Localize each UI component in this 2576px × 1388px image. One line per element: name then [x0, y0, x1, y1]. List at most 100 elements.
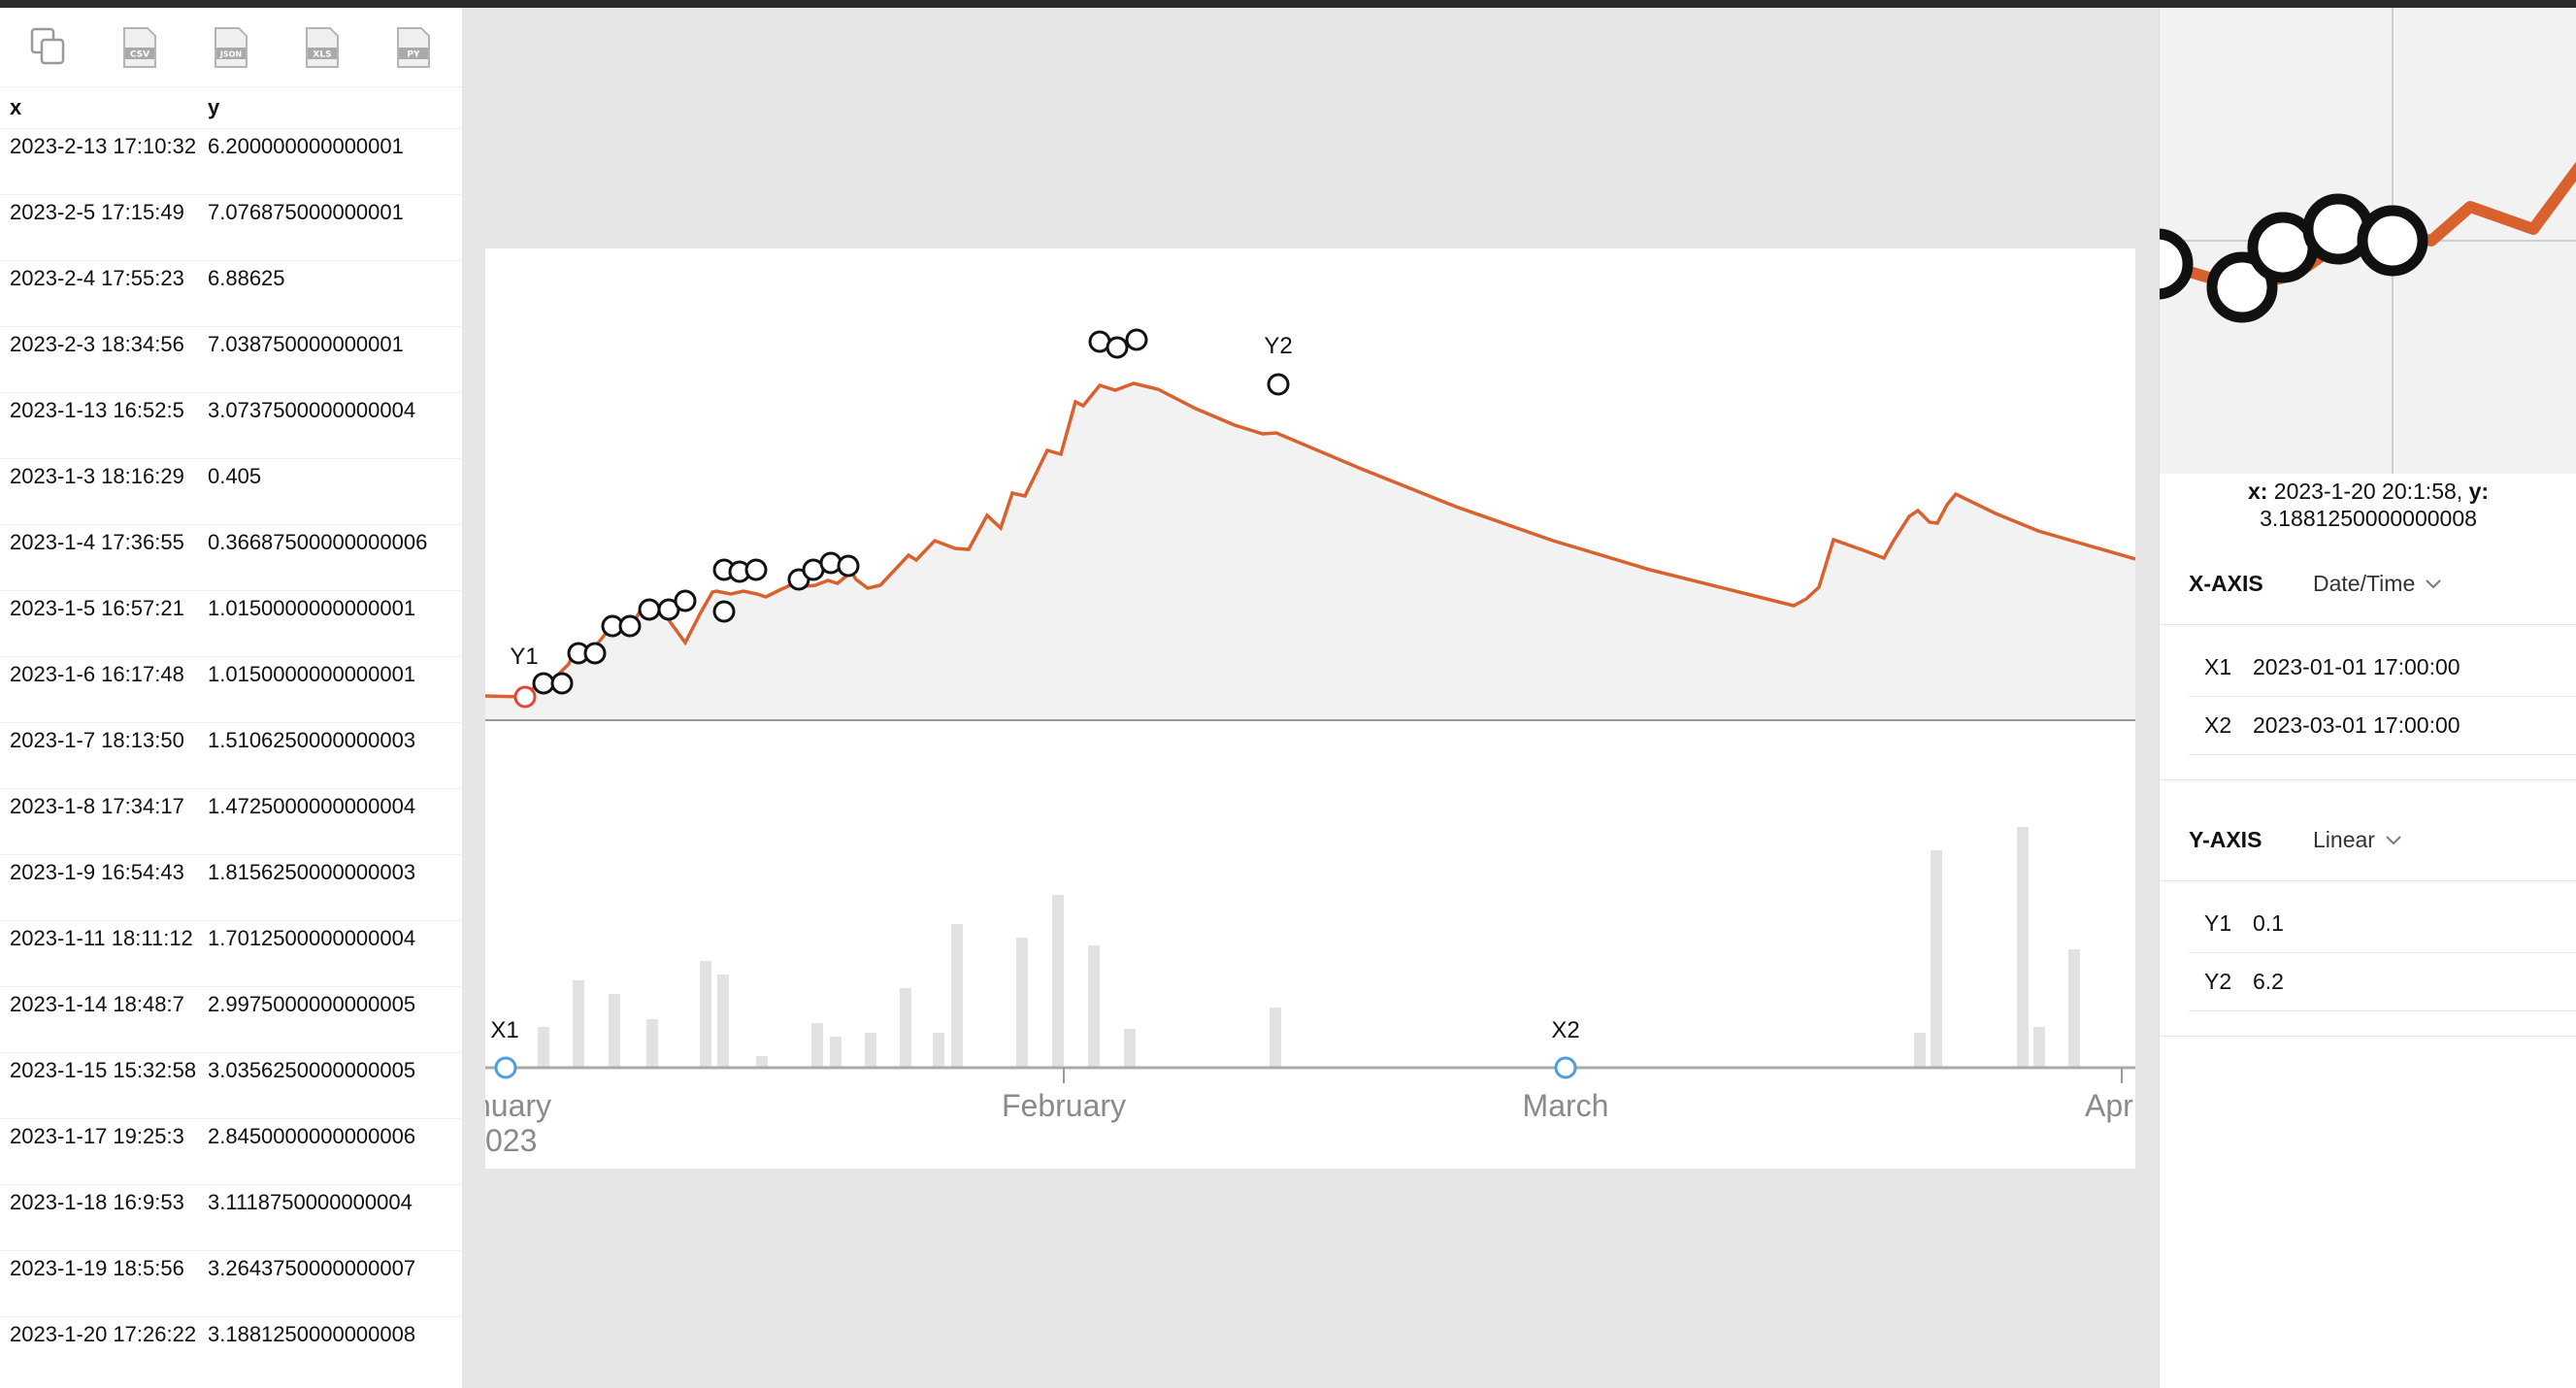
bar: [717, 975, 729, 1068]
py-badge: PY: [407, 50, 420, 59]
x2-field-label: X2: [2204, 712, 2232, 738]
export-csv-button[interactable]: CSV: [116, 24, 163, 71]
data-point[interactable]: [618, 614, 642, 638]
x2-field[interactable]: X2 2023-03-01 17:00:00: [2189, 697, 2576, 755]
table-row[interactable]: 2023-2-5 17:15:49 7.076875000000001: [0, 194, 462, 260]
data-point[interactable]: [744, 558, 768, 581]
bar: [573, 980, 584, 1068]
copy-button[interactable]: [25, 24, 72, 71]
json-file-icon: JSON: [215, 26, 248, 68]
table-row[interactable]: 2023-1-5 16:57:21 1.0150000000000001: [0, 590, 462, 656]
export-json-button[interactable]: JSON: [208, 24, 254, 71]
table-row[interactable]: 2023-1-19 18:5:56 3.2643750000000007: [0, 1250, 462, 1316]
y2-field-value[interactable]: 6.2: [2253, 969, 2284, 994]
table-row[interactable]: 2023-1-9 16:54:43 1.8156250000000003: [0, 854, 462, 920]
cell-y: 3.1118750000000004: [208, 1190, 413, 1214]
cell-y: 6.88625: [208, 266, 285, 290]
cell-x: 2023-1-9 16:54:43: [10, 860, 184, 884]
csv-file-icon: CSV: [123, 26, 156, 68]
y-axis-type-dropdown[interactable]: Linear: [2313, 827, 2402, 853]
cell-y: 3.2643750000000007: [208, 1256, 416, 1280]
x-axis-type-dropdown[interactable]: Date/Time: [2313, 571, 2442, 597]
x2-handle[interactable]: [1554, 1056, 1577, 1079]
copy-icon: [30, 27, 65, 64]
y-axis-section: Y-AXIS Linear Y1 0.1 Y2 6.2: [2160, 800, 2576, 1037]
bar: [1088, 945, 1100, 1068]
data-point[interactable]: [550, 672, 574, 695]
data-points-group: [532, 328, 1290, 695]
cell-x: 2023-1-19 18:5:56: [10, 1256, 184, 1280]
table-row[interactable]: 2023-1-13 16:52:5 3.0737500000000004: [0, 392, 462, 458]
table-row[interactable]: 2023-1-8 17:34:17 1.4725000000000004: [0, 788, 462, 854]
table-row[interactable]: 2023-1-14 18:48:7 2.9975000000000005: [0, 986, 462, 1052]
chart-canvas[interactable]: nuary February March Apr 023 Y1 Y2 X1 X2: [485, 248, 2135, 1169]
bar: [1016, 938, 1028, 1068]
table-row[interactable]: 2023-2-13 17:10:32 6.200000000000001: [0, 128, 462, 194]
cell-x: 2023-2-3 18:34:56: [10, 332, 184, 356]
y2-marker-label: Y2: [1264, 333, 1292, 359]
zoom-point: [2160, 228, 2194, 300]
zoom-svg: [2160, 8, 2576, 474]
chevron-down-icon: [2386, 835, 2401, 844]
table-row[interactable]: 2023-1-20 17:26:22 3.1881250000000008: [0, 1316, 462, 1382]
cell-x: 2023-1-3 18:16:29: [10, 464, 184, 488]
data-point[interactable]: [837, 554, 860, 578]
cell-x: 2023-1-4 17:36:55: [10, 530, 184, 554]
x1-field-value[interactable]: 2023-01-01 17:00:00: [2253, 654, 2460, 679]
tick-label-year: 023: [485, 1123, 537, 1158]
x-axis-header: X-AXIS Date/Time: [2160, 544, 2576, 625]
window-top-bar: [0, 0, 2576, 8]
bar: [609, 994, 620, 1068]
bar: [1270, 1008, 1281, 1068]
bar: [951, 924, 963, 1068]
cell-x: 2023-1-11 18:11:12: [10, 926, 193, 950]
data-point[interactable]: [1125, 328, 1148, 351]
export-py-button[interactable]: PY: [390, 24, 437, 71]
cell-x: 2023-1-15 15:32:58: [10, 1058, 197, 1082]
data-point[interactable]: [638, 598, 661, 621]
data-point[interactable]: [1106, 336, 1129, 359]
chart-svg: nuary February March Apr 023 Y1 Y2 X1 X2: [485, 328, 2135, 1158]
bar: [538, 1027, 549, 1068]
cell-x: 2023-1-6 16:17:48: [10, 662, 184, 686]
bar: [2033, 1027, 2045, 1068]
bar: [2017, 827, 2029, 1068]
x1-handle[interactable]: [494, 1056, 517, 1079]
cell-y: 1.7012500000000004: [208, 926, 416, 950]
tick-label-february: February: [1002, 1088, 1126, 1123]
y1-field[interactable]: Y1 0.1: [2189, 895, 2576, 953]
tick-label-april: Apr: [2085, 1088, 2133, 1123]
cell-y: 0.405: [208, 464, 262, 488]
bar: [756, 1056, 768, 1068]
data-point[interactable]: [712, 600, 736, 623]
column-header-x: x: [10, 95, 22, 119]
tick-label-march: March: [1523, 1088, 1609, 1123]
table-row[interactable]: 2023-1-18 16:9:53 3.1118750000000004: [0, 1184, 462, 1250]
data-point[interactable]: [1267, 373, 1290, 396]
data-point[interactable]: [674, 589, 697, 612]
table-row[interactable]: 2023-1-11 18:11:12 1.7012500000000004: [0, 920, 462, 986]
y2-field[interactable]: Y2 6.2: [2189, 953, 2576, 1011]
cell-y: 7.076875000000001: [208, 200, 404, 224]
y1-field-value[interactable]: 0.1: [2253, 910, 2284, 936]
export-xls-button[interactable]: XLS: [299, 24, 346, 71]
readout-x-label: x:: [2247, 479, 2268, 504]
data-point[interactable]: [532, 672, 555, 695]
table-row[interactable]: 2023-2-4 17:55:23 6.88625: [0, 260, 462, 326]
table-row[interactable]: 2023-1-4 17:36:55 0.36687500000000006: [0, 524, 462, 590]
x2-field-value[interactable]: 2023-03-01 17:00:00: [2253, 712, 2460, 738]
bar: [811, 1023, 823, 1068]
x1-field[interactable]: X1 2023-01-01 17:00:00: [2189, 639, 2576, 697]
table-row[interactable]: 2023-1-6 16:17:48 1.0150000000000001: [0, 656, 462, 722]
table-row[interactable]: 2023-1-7 18:13:50 1.5106250000000003: [0, 722, 462, 788]
x1-field-label: X1: [2204, 654, 2232, 679]
table-row[interactable]: 2023-1-3 18:16:29 0.405: [0, 458, 462, 524]
x2-marker-label: X2: [1551, 1017, 1579, 1043]
table-row[interactable]: 2023-1-15 15:32:58 3.0356250000000005: [0, 1052, 462, 1118]
data-panel: CSV JSON XLS PY x y: [0, 8, 462, 1388]
y1-handle[interactable]: [513, 685, 537, 709]
table-row[interactable]: 2023-1-17 19:25:3 2.8450000000000006: [0, 1118, 462, 1184]
zoom-point: [2206, 251, 2278, 323]
data-point[interactable]: [583, 642, 607, 665]
table-row[interactable]: 2023-2-3 18:34:56 7.038750000000001: [0, 326, 462, 392]
